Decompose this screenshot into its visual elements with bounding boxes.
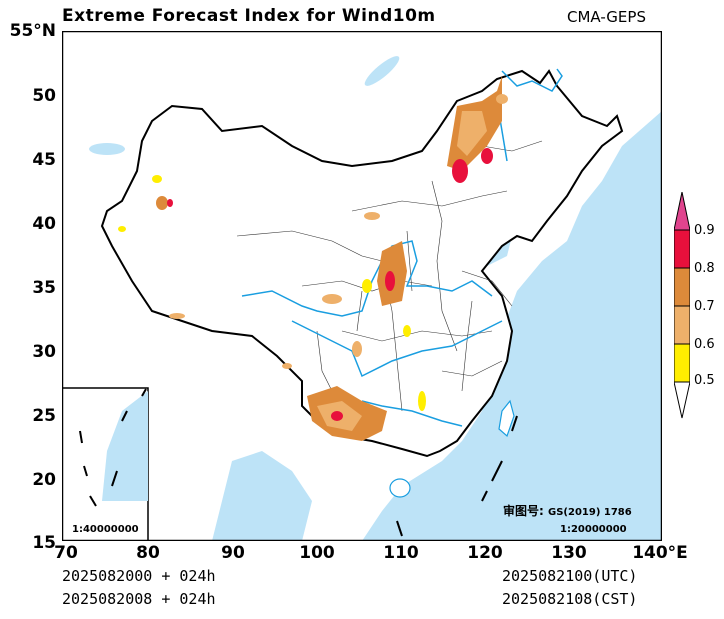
maritime-dashes: [396, 415, 518, 537]
valid-time-utc: 2025082100(UTC): [502, 567, 638, 585]
y-tick-20: 20: [32, 470, 56, 490]
y-tick-35: 35: [32, 278, 56, 298]
colorbar-bin-08-09: [674, 229, 690, 269]
inset-dashes: [79, 388, 147, 507]
taiwan-island: [498, 399, 515, 438]
inset-ocean: [102, 391, 148, 501]
y-tick-55: 55°N: [9, 21, 56, 41]
lake-balkhash: [89, 143, 125, 155]
valid-time-cst: 2025082108(CST): [502, 590, 638, 608]
y-tick-30: 30: [32, 342, 56, 362]
colorbar-label-05: 0.5: [694, 373, 715, 388]
hainan-island: [389, 478, 411, 498]
inset-scale: 1:40000000: [72, 524, 139, 535]
colorbar-label-07: 0.7: [694, 299, 715, 314]
efi-shading: [118, 76, 508, 441]
model-label: CMA-GEPS: [567, 8, 646, 26]
colorbar-bin-07-08: [674, 267, 690, 307]
chart-title: Extreme Forecast Index for Wind10m: [62, 6, 436, 26]
colorbar-label-06: 0.6: [694, 337, 715, 352]
colorbar-top-arrow: [674, 192, 690, 231]
bay-of-bengal-area: [212, 451, 312, 541]
map-frame: [62, 31, 662, 541]
x-tick-110: 110: [383, 543, 419, 563]
japan-sea-area: [602, 211, 662, 361]
x-tick-130: 130: [551, 543, 587, 563]
x-tick-140: 140°E: [632, 543, 688, 563]
colorbar: [674, 192, 690, 419]
y-tick-50: 50: [32, 86, 56, 106]
colorbar-label-08: 0.8: [694, 261, 715, 276]
main-scale: 1:20000000: [560, 524, 627, 535]
china-border: [100, 69, 624, 458]
y-tick-15: 15: [32, 533, 56, 553]
map-approval: 审图号: GS(2019) 1786: [503, 502, 632, 519]
y-tick-40: 40: [32, 214, 56, 234]
colorbar-bin-05-06: [674, 343, 690, 383]
colorbar-bin-06-07: [674, 305, 690, 345]
init-time-cst: 2025082008 + 024h: [62, 590, 216, 608]
colorbar-bottom-arrow: [674, 381, 690, 419]
colorbar-label-09: 0.9: [694, 223, 715, 238]
map-canvas: [62, 31, 662, 541]
lake-baikal: [364, 56, 400, 86]
x-tick-70: 70: [54, 543, 78, 563]
approval-number: GS(2019) 1786: [548, 507, 632, 518]
x-tick-90: 90: [221, 543, 245, 563]
x-tick-100: 100: [299, 543, 335, 563]
init-time-utc: 2025082000 + 024h: [62, 567, 216, 585]
y-tick-25: 25: [32, 406, 56, 426]
x-tick-80: 80: [136, 543, 160, 563]
approval-label: 审图号:: [503, 504, 544, 518]
x-tick-120: 120: [467, 543, 503, 563]
map-panel: [62, 31, 662, 541]
y-tick-45: 45: [32, 150, 56, 170]
ocean-area: [362, 111, 662, 541]
